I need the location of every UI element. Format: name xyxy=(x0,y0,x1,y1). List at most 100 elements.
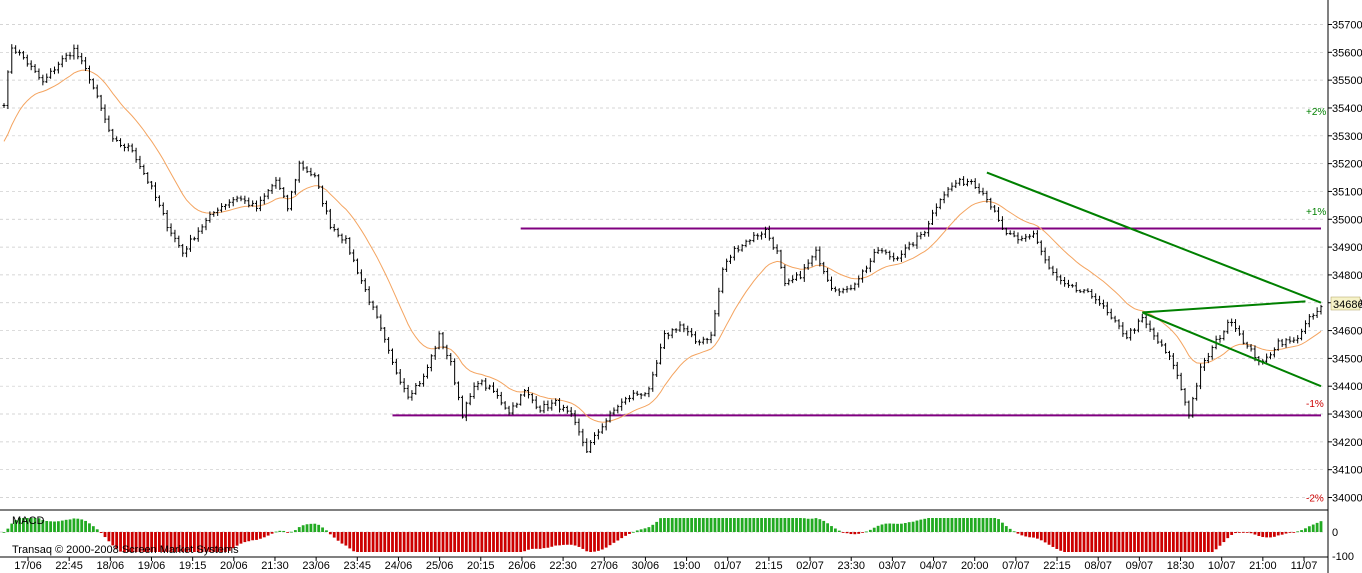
macd-bar xyxy=(969,518,973,532)
macd-bar xyxy=(604,532,608,548)
percent-label: -1% xyxy=(1306,399,1324,410)
macd-bar xyxy=(915,520,919,532)
macd-bar xyxy=(344,532,348,546)
macd-bar xyxy=(818,519,822,532)
x-tick-label: 23/06 xyxy=(302,560,330,572)
macd-bar xyxy=(927,518,931,532)
macd-bar xyxy=(1012,531,1016,533)
macd-bar xyxy=(698,518,701,532)
macd-bar xyxy=(313,523,317,532)
macd-bar xyxy=(418,532,422,552)
macd-bar xyxy=(480,532,484,552)
y-tick-label: 34900 xyxy=(1332,242,1362,254)
macd-bar xyxy=(49,521,53,532)
macd-bar xyxy=(628,532,631,534)
macd-bar xyxy=(398,532,402,552)
macd-bar xyxy=(593,532,596,552)
y-tick-label: 35500 xyxy=(1332,75,1362,87)
macd-bar xyxy=(457,532,460,552)
macd-bar xyxy=(1191,532,1195,552)
macd-bar xyxy=(1183,532,1187,552)
macd-bar xyxy=(1055,532,1059,549)
y-tick-label: 34100 xyxy=(1332,465,1362,477)
macd-bar xyxy=(806,518,810,532)
macd-bar xyxy=(371,532,375,552)
axes xyxy=(0,0,1332,573)
macd-bar xyxy=(729,518,732,532)
macd-bar xyxy=(1234,532,1237,534)
y-tick-label: 35300 xyxy=(1332,131,1362,143)
macd-bar xyxy=(581,532,585,549)
macd-bar xyxy=(1094,532,1098,552)
moving-average-path xyxy=(3,69,1322,423)
macd-bar xyxy=(1117,532,1121,552)
macd-bar xyxy=(907,522,911,532)
macd-bar xyxy=(1024,532,1028,537)
macd-bar xyxy=(760,518,763,532)
macd-tick-label: -100 xyxy=(1332,551,1354,563)
x-tick-label: 17/06 xyxy=(14,560,42,572)
x-tick-label: 21:00 xyxy=(1249,560,1277,572)
macd-bar xyxy=(499,532,503,552)
macd-bar xyxy=(1292,532,1296,533)
macd-bar xyxy=(1074,532,1078,552)
y-tick-label: 34600 xyxy=(1332,326,1362,338)
macd-bar xyxy=(243,532,247,543)
x-tick-label: 23:30 xyxy=(837,560,865,572)
y-tick-label: 34500 xyxy=(1332,353,1362,365)
x-tick-label: 07/07 xyxy=(1002,560,1030,572)
macd-bar xyxy=(352,532,356,552)
macd-bar xyxy=(406,532,410,552)
macd-bar xyxy=(511,532,515,552)
macd-bar xyxy=(1082,532,1086,552)
macd-bar xyxy=(981,518,985,532)
macd-bar xyxy=(1160,532,1164,552)
macd-bar xyxy=(1307,526,1311,532)
macd-bar xyxy=(301,525,305,532)
x-tick-label: 27/06 xyxy=(590,560,618,572)
macd-bar xyxy=(138,532,142,552)
macd-bar xyxy=(1195,532,1199,552)
macd-bar xyxy=(1280,532,1284,535)
macd-bar xyxy=(488,532,492,552)
macd-bar xyxy=(1078,532,1082,552)
macd-bar xyxy=(783,518,787,532)
macd-bar xyxy=(363,532,367,552)
macd-bar xyxy=(157,532,161,552)
macd-bar xyxy=(1109,532,1113,552)
macd-bar xyxy=(1156,532,1160,552)
x-tick-label: 20/06 xyxy=(220,560,248,572)
macd-bar xyxy=(204,532,208,552)
trend-line xyxy=(986,171,1322,304)
macd-bar xyxy=(476,532,480,552)
macd-bar xyxy=(150,532,154,552)
macd-bar xyxy=(725,518,729,532)
macd-bar xyxy=(394,532,398,552)
macd-bar xyxy=(756,518,760,532)
macd-bar xyxy=(1059,532,1063,551)
macd-bar xyxy=(849,532,853,535)
x-tick-label: 22:15 xyxy=(1043,560,1071,572)
macd-bar xyxy=(1043,532,1047,543)
macd-bar xyxy=(422,532,425,552)
macd-bar xyxy=(596,532,600,551)
macd-bar xyxy=(950,518,954,532)
macd-bar xyxy=(441,532,445,552)
macd-bar xyxy=(161,532,165,552)
y-tick-label: 35000 xyxy=(1332,214,1362,226)
macd-bar xyxy=(997,519,1000,532)
copyright-text: Transaq © 2000-2008 Screen Market System… xyxy=(12,544,239,556)
macd-bar xyxy=(682,518,686,532)
macd-bar xyxy=(709,518,713,532)
macd-bar xyxy=(1199,532,1202,552)
x-tick-label: 18/06 xyxy=(97,560,125,572)
macd-bar xyxy=(911,521,915,532)
macd-bar xyxy=(519,532,523,552)
macd-bar xyxy=(433,532,437,552)
macd-bar xyxy=(154,532,157,552)
macd-bar xyxy=(325,530,328,532)
macd-bar xyxy=(884,523,888,532)
macd-bar xyxy=(1257,532,1261,536)
macd-bar xyxy=(297,527,301,532)
macd-bar xyxy=(340,532,344,544)
